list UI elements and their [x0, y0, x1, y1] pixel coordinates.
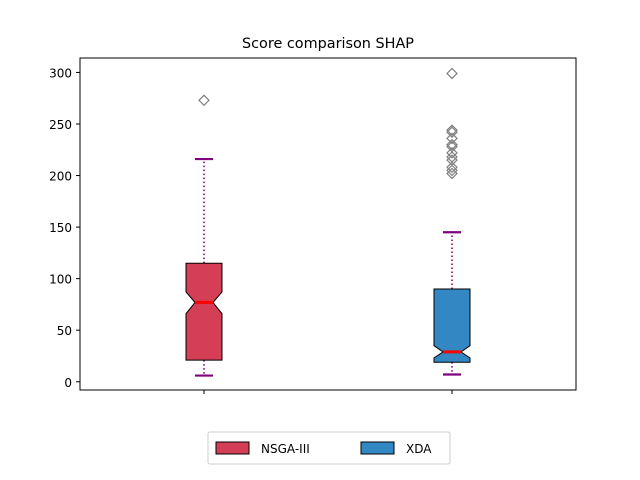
legend-label: XDA [406, 442, 432, 456]
outlier-point [446, 138, 458, 151]
outlier-point [446, 151, 458, 163]
outlier-point [446, 132, 458, 145]
box-xda [433, 288, 471, 363]
outlier-point [446, 140, 458, 153]
plot-frame [79, 57, 577, 391]
outlier-point [446, 147, 458, 159]
outlier-point [446, 161, 458, 174]
outlier-point [446, 67, 458, 80]
legend: NSGA-III XDA [207, 431, 451, 465]
legend-swatch [360, 441, 395, 455]
outlier-point [446, 164, 458, 177]
y-tick-label: 0 [64, 376, 72, 390]
outlier-point [446, 167, 458, 180]
legend-frame [207, 431, 451, 465]
legend-swatch [215, 441, 250, 455]
outlier-point [446, 124, 458, 137]
outlier-point [198, 94, 210, 107]
y-tick-label: 250 [49, 118, 72, 132]
y-tick-label: 150 [49, 221, 72, 235]
box-nsga-iii [185, 262, 223, 361]
y-tick-label: 100 [49, 273, 72, 287]
outlier-point [446, 154, 458, 166]
y-tick-label: 50 [57, 324, 72, 338]
legend-label: NSGA-III [261, 442, 310, 456]
y-tick-label: 200 [49, 170, 72, 184]
outlier-point [446, 126, 458, 139]
chart-title: Score comparison SHAP [242, 36, 414, 52]
y-tick-label: 300 [49, 66, 72, 80]
plot-area: 0 50 100 150 200 250 300 [49, 57, 577, 394]
